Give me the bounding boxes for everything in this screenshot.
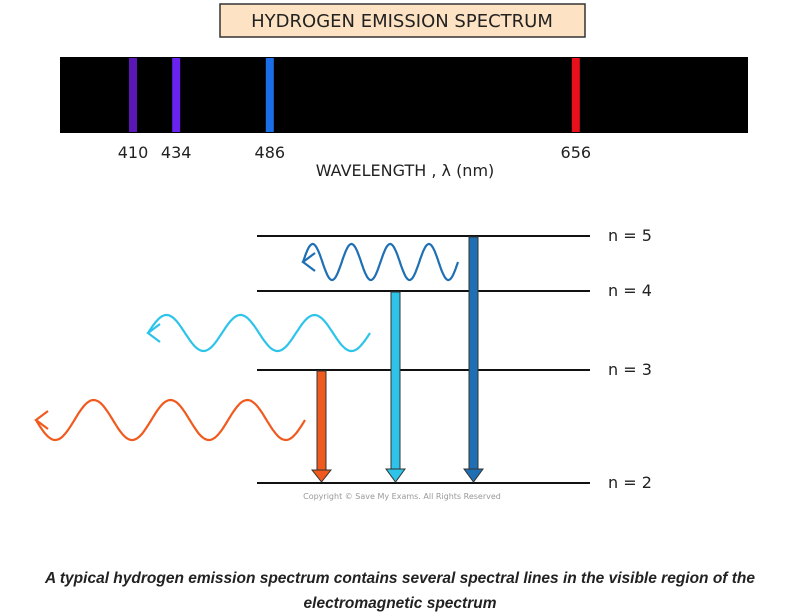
spectral-line bbox=[571, 58, 580, 132]
level-label: n = 2 bbox=[608, 473, 652, 492]
wavelength-label: 486 bbox=[255, 143, 286, 162]
photon-arrowhead bbox=[34, 410, 49, 430]
arrow-head bbox=[463, 468, 484, 483]
spectral-line bbox=[129, 58, 137, 132]
photon-wave bbox=[35, 398, 306, 442]
spectrum-band bbox=[60, 57, 748, 133]
caption: A typical hydrogen emission spectrum con… bbox=[44, 570, 756, 612]
photon-wave bbox=[147, 313, 371, 353]
wavelength-label: 410 bbox=[118, 143, 149, 162]
spectral-lines bbox=[129, 58, 580, 132]
level-label: n = 3 bbox=[608, 360, 652, 379]
energy-levels bbox=[257, 235, 590, 484]
wavelength-label: 434 bbox=[161, 143, 192, 162]
axis-label: WAVELENGTH , λ (nm) bbox=[316, 161, 495, 180]
arrow-head bbox=[385, 468, 406, 483]
spectral-line bbox=[172, 58, 181, 132]
wavelength-label: 656 bbox=[561, 143, 592, 162]
arrow-shaft bbox=[468, 236, 479, 471]
photon-arrowhead bbox=[301, 252, 316, 272]
level-label: n = 4 bbox=[608, 281, 652, 300]
photon-arrowhead bbox=[146, 323, 161, 343]
copyright: Copyright © Save My Exams. All Rights Re… bbox=[303, 492, 501, 501]
title: HYDROGEN EMISSION SPECTRUM bbox=[251, 11, 553, 32]
photons bbox=[34, 242, 460, 442]
title-box bbox=[219, 3, 586, 38]
arrow-shaft bbox=[390, 291, 401, 471]
arrow-shaft bbox=[316, 370, 327, 472]
arrow-head bbox=[310, 469, 333, 483]
transition-arrows bbox=[310, 236, 484, 483]
level-label: n = 5 bbox=[608, 226, 652, 245]
spectral-line bbox=[265, 58, 274, 132]
photon-wave bbox=[301, 242, 460, 282]
